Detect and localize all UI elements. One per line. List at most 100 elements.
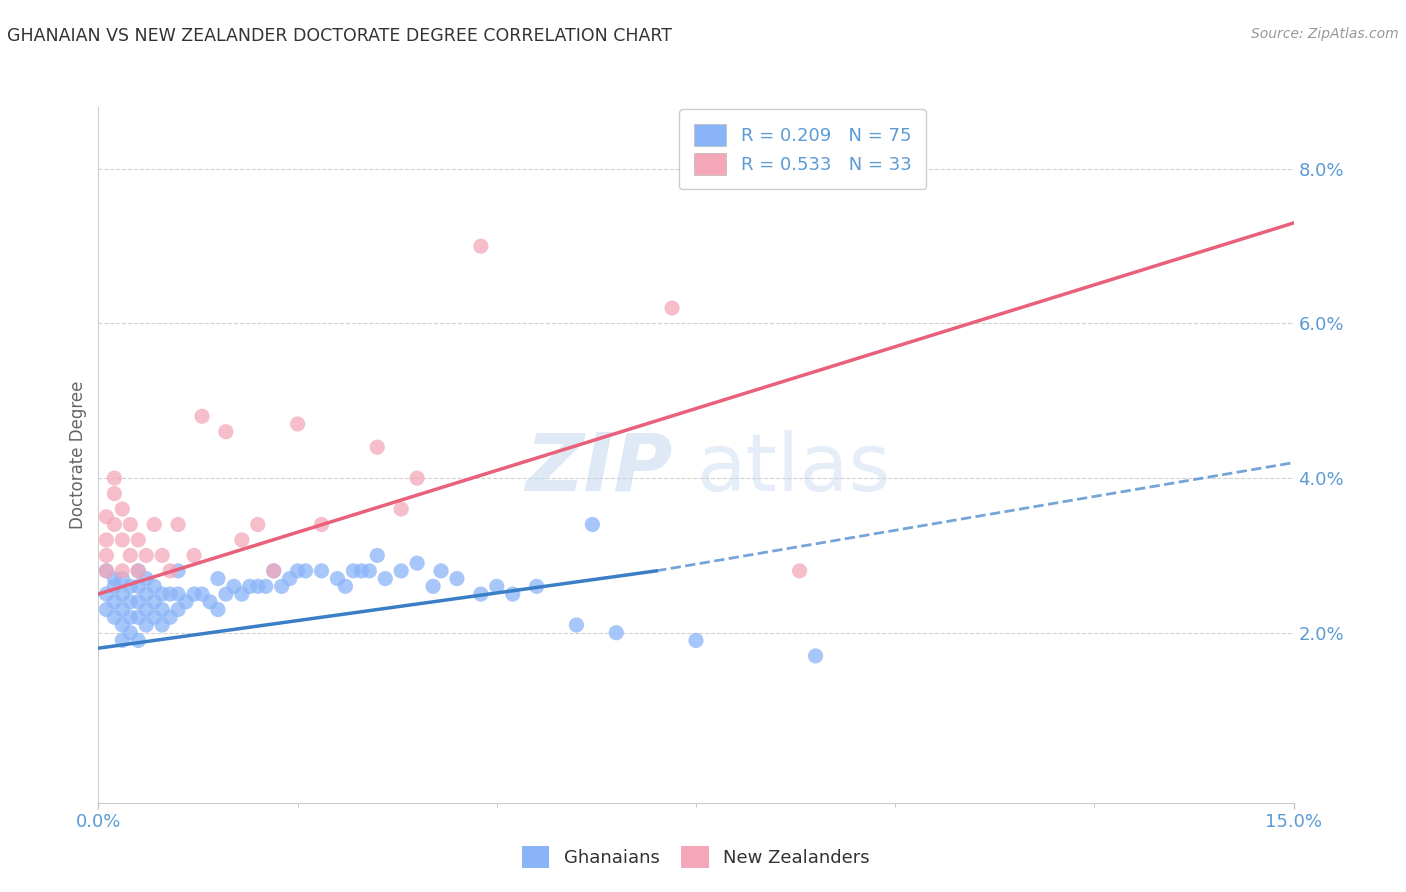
Point	[111, 633, 134, 648]
Point	[198, 595, 221, 609]
Point	[150, 587, 173, 601]
Point	[143, 579, 166, 593]
Point	[96, 564, 118, 578]
Point	[111, 533, 134, 547]
Point	[96, 533, 118, 547]
Point	[366, 549, 388, 563]
Point	[470, 239, 492, 253]
Y-axis label: Doctorate Degree: Doctorate Degree	[69, 381, 87, 529]
Point	[111, 602, 134, 616]
Point	[422, 579, 444, 593]
Point	[103, 572, 125, 586]
Point	[167, 517, 190, 532]
Point	[246, 517, 269, 532]
Point	[127, 533, 149, 547]
Point	[120, 549, 142, 563]
Point	[120, 579, 142, 593]
Point	[103, 610, 125, 624]
Point	[120, 610, 142, 624]
Point	[135, 618, 157, 632]
Point	[207, 602, 229, 616]
Point	[111, 564, 134, 578]
Point	[167, 564, 190, 578]
Point	[127, 610, 149, 624]
Point	[350, 564, 373, 578]
Point	[127, 595, 149, 609]
Point	[120, 595, 142, 609]
Point	[183, 587, 205, 601]
Point	[446, 572, 468, 586]
Point	[103, 595, 125, 609]
Point	[485, 579, 508, 593]
Point	[96, 602, 118, 616]
Point	[215, 425, 238, 439]
Point	[135, 587, 157, 601]
Point	[127, 579, 149, 593]
Point	[127, 564, 149, 578]
Point	[246, 579, 269, 593]
Point	[565, 618, 588, 632]
Point	[135, 602, 157, 616]
Point	[150, 549, 173, 563]
Point	[470, 587, 492, 601]
Point	[103, 471, 125, 485]
Point	[222, 579, 245, 593]
Point	[231, 533, 253, 547]
Point	[143, 517, 166, 532]
Point	[215, 587, 238, 601]
Point	[135, 549, 157, 563]
Point	[263, 564, 285, 578]
Point	[183, 549, 205, 563]
Point	[96, 549, 118, 563]
Point	[326, 572, 349, 586]
Point	[111, 502, 134, 516]
Point	[287, 564, 309, 578]
Point	[359, 564, 381, 578]
Point	[406, 471, 429, 485]
Text: atlas: atlas	[696, 430, 890, 508]
Point	[231, 587, 253, 601]
Point	[287, 417, 309, 431]
Legend: Ghanaians, New Zealanders: Ghanaians, New Zealanders	[513, 838, 879, 877]
Point	[167, 602, 190, 616]
Point	[103, 517, 125, 532]
Point	[159, 564, 181, 578]
Point	[111, 572, 134, 586]
Point	[278, 572, 301, 586]
Point	[127, 564, 149, 578]
Point	[150, 602, 173, 616]
Point	[111, 587, 134, 601]
Point	[239, 579, 262, 593]
Point	[120, 517, 142, 532]
Point	[103, 579, 125, 593]
Point	[661, 301, 683, 315]
Point	[143, 595, 166, 609]
Point	[263, 564, 285, 578]
Point	[111, 618, 134, 632]
Point	[150, 618, 173, 632]
Point	[406, 556, 429, 570]
Point	[167, 587, 190, 601]
Text: ZIP: ZIP	[524, 430, 672, 508]
Text: Source: ZipAtlas.com: Source: ZipAtlas.com	[1251, 27, 1399, 41]
Point	[685, 633, 707, 648]
Point	[389, 564, 412, 578]
Point	[311, 564, 333, 578]
Point	[96, 509, 118, 524]
Text: GHANAIAN VS NEW ZEALANDER DOCTORATE DEGREE CORRELATION CHART: GHANAIAN VS NEW ZEALANDER DOCTORATE DEGR…	[7, 27, 672, 45]
Point	[96, 587, 118, 601]
Point	[335, 579, 357, 593]
Point	[804, 648, 827, 663]
Point	[143, 610, 166, 624]
Point	[96, 564, 118, 578]
Point	[789, 564, 811, 578]
Point	[294, 564, 316, 578]
Point	[159, 587, 181, 601]
Point	[127, 633, 149, 648]
Point	[502, 587, 524, 601]
Point	[366, 440, 388, 454]
Point	[374, 572, 396, 586]
Point	[605, 625, 627, 640]
Point	[254, 579, 277, 593]
Point	[120, 625, 142, 640]
